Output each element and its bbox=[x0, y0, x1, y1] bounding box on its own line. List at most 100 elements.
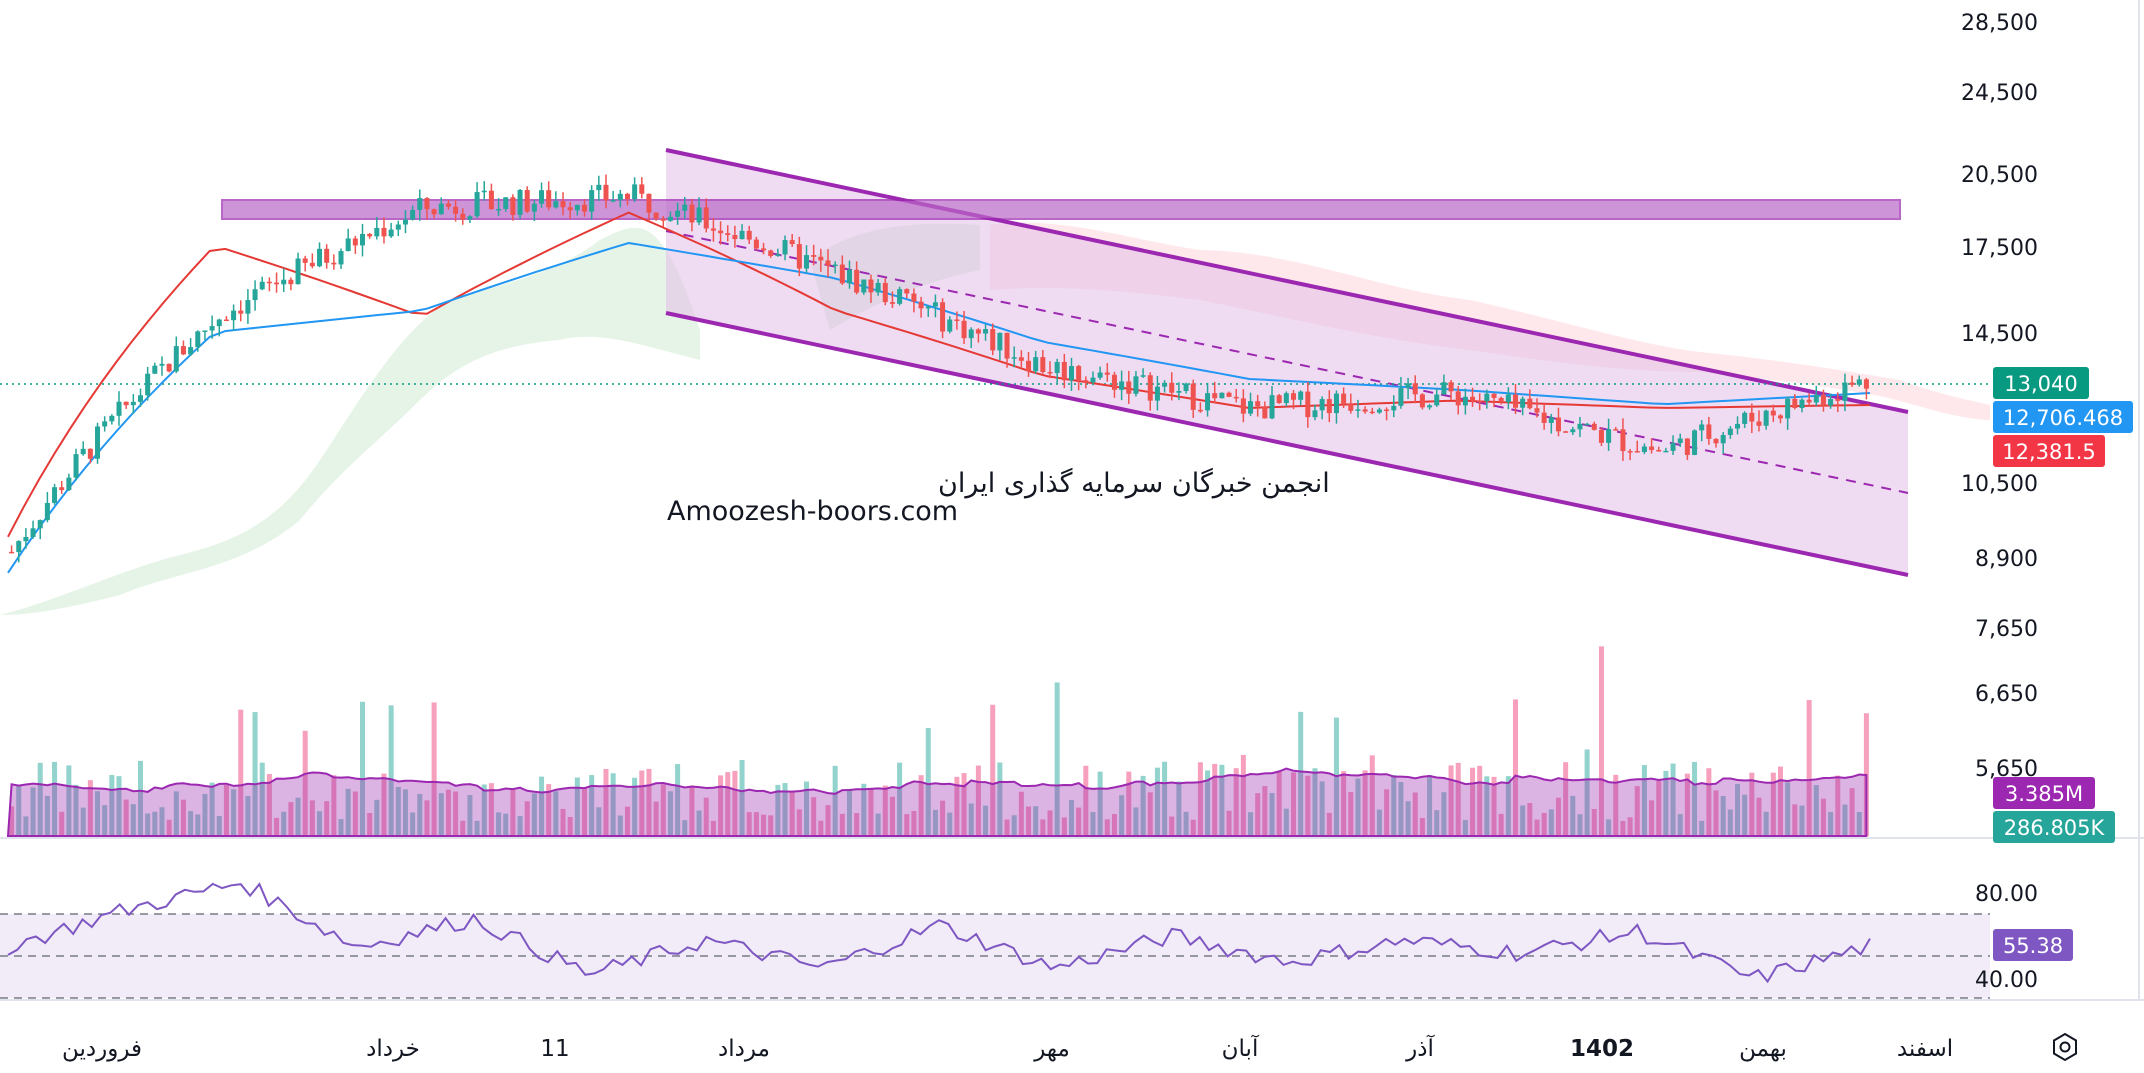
candle-body bbox=[130, 401, 136, 406]
volume-bar bbox=[52, 761, 58, 836]
channel-upper-line[interactable] bbox=[665, 148, 1909, 414]
candle-body bbox=[639, 184, 645, 194]
volume-ma-area bbox=[6, 767, 1868, 837]
volume-bar bbox=[868, 787, 874, 836]
volume-bar bbox=[431, 702, 437, 836]
candle-body bbox=[510, 197, 516, 215]
candle-body bbox=[882, 282, 888, 303]
volume-bar bbox=[990, 704, 996, 836]
candle-body bbox=[1076, 366, 1082, 381]
candle-body bbox=[445, 203, 451, 207]
volume-bar bbox=[317, 811, 323, 836]
volume-bar bbox=[1147, 792, 1153, 836]
price-tick: 7,650 bbox=[1975, 617, 2038, 642]
time-axis[interactable]: فروردین خرداد 11 مرداد مهر آبان آذر 1402… bbox=[62, 1034, 1953, 1062]
volume-bar bbox=[832, 765, 838, 836]
candle-body bbox=[245, 300, 251, 314]
volume-bar bbox=[761, 814, 767, 836]
candle-body bbox=[73, 454, 79, 478]
volume-bar bbox=[510, 789, 516, 836]
candle-body bbox=[574, 204, 580, 211]
candle-body bbox=[259, 281, 265, 290]
volume-bar bbox=[123, 799, 129, 836]
volume-bar bbox=[581, 788, 588, 836]
candle-body bbox=[438, 203, 444, 215]
candle-body bbox=[1197, 409, 1203, 412]
volume-bar bbox=[1627, 817, 1633, 836]
candle-body bbox=[453, 206, 459, 214]
candle-body bbox=[1298, 391, 1304, 400]
candle-body bbox=[1162, 382, 1168, 387]
volume-bar bbox=[517, 816, 523, 836]
candle-body bbox=[223, 319, 229, 322]
candle-body bbox=[667, 216, 673, 221]
candle-body bbox=[889, 302, 895, 304]
candle-body bbox=[1742, 412, 1748, 424]
price-tick: 6,650 bbox=[1975, 682, 2038, 707]
volume-bar bbox=[16, 785, 22, 836]
volume-bar bbox=[381, 773, 387, 836]
price-tick: 20,500 bbox=[1961, 163, 2038, 188]
candle-body bbox=[718, 230, 724, 234]
volume-bar bbox=[968, 803, 974, 836]
volume-bar bbox=[1018, 791, 1024, 836]
volume-bar bbox=[775, 784, 781, 836]
volume-bar bbox=[1534, 819, 1540, 836]
settings-gear-icon[interactable] bbox=[2053, 1032, 2077, 1062]
candle-body bbox=[632, 184, 638, 200]
volume-bar bbox=[395, 786, 401, 836]
channel-lower-line[interactable] bbox=[665, 311, 1909, 577]
volume-bar bbox=[1391, 775, 1397, 836]
volume-bar bbox=[846, 788, 852, 836]
volume-bar bbox=[675, 764, 681, 836]
candle-body bbox=[1634, 451, 1640, 453]
price-tick: 17,500 bbox=[1961, 236, 2038, 261]
volume-bar bbox=[997, 762, 1003, 836]
candle-body bbox=[1140, 375, 1146, 377]
candle-body bbox=[209, 326, 215, 331]
volume-bar bbox=[596, 807, 602, 836]
volume-bar bbox=[1262, 786, 1268, 836]
candle-body bbox=[1026, 360, 1032, 372]
svg-text:13,040: 13,040 bbox=[2004, 372, 2077, 396]
candle-body bbox=[1770, 410, 1776, 416]
candle-body bbox=[95, 426, 101, 459]
time-tick: بهمن bbox=[1739, 1036, 1787, 1062]
candle-body bbox=[1205, 393, 1211, 411]
candle-body bbox=[1727, 428, 1733, 435]
volume-bar bbox=[252, 712, 258, 836]
volume-bar bbox=[1398, 782, 1404, 836]
rsi-tick: 80.00 bbox=[1975, 882, 2038, 907]
volume-bar bbox=[216, 816, 222, 836]
candle-body bbox=[395, 224, 401, 230]
candle-body bbox=[1119, 381, 1125, 390]
volume-bar bbox=[424, 800, 430, 836]
volume-bar bbox=[438, 793, 444, 836]
volume-bar bbox=[309, 800, 315, 836]
candle-body bbox=[940, 302, 946, 332]
candle-body bbox=[531, 203, 537, 212]
volume-bar bbox=[1240, 754, 1246, 836]
volume-bar bbox=[295, 797, 301, 836]
volume-bar bbox=[352, 791, 358, 836]
candle-body bbox=[703, 207, 709, 229]
candle-body bbox=[1663, 450, 1669, 453]
channel-mid-line[interactable] bbox=[665, 230, 1909, 494]
volume-bar bbox=[1126, 771, 1132, 836]
candle-body bbox=[581, 204, 588, 212]
time-tick: فروردین bbox=[62, 1036, 142, 1062]
candle-body bbox=[1348, 403, 1354, 411]
candle-body bbox=[302, 258, 308, 263]
price-axis[interactable]: 28,500 24,500 20,500 17,500 14,500 10,50… bbox=[1961, 11, 2038, 782]
candle-body bbox=[517, 190, 523, 215]
volume-bar bbox=[1248, 812, 1254, 836]
candle-body bbox=[1312, 410, 1318, 418]
candle-body bbox=[1376, 409, 1382, 413]
candle-body bbox=[1656, 449, 1662, 452]
candle-body bbox=[1584, 423, 1590, 426]
candle-body bbox=[503, 197, 509, 209]
candle-body bbox=[925, 306, 931, 309]
resistance-zone[interactable] bbox=[221, 199, 1901, 220]
candle-body bbox=[238, 310, 244, 314]
